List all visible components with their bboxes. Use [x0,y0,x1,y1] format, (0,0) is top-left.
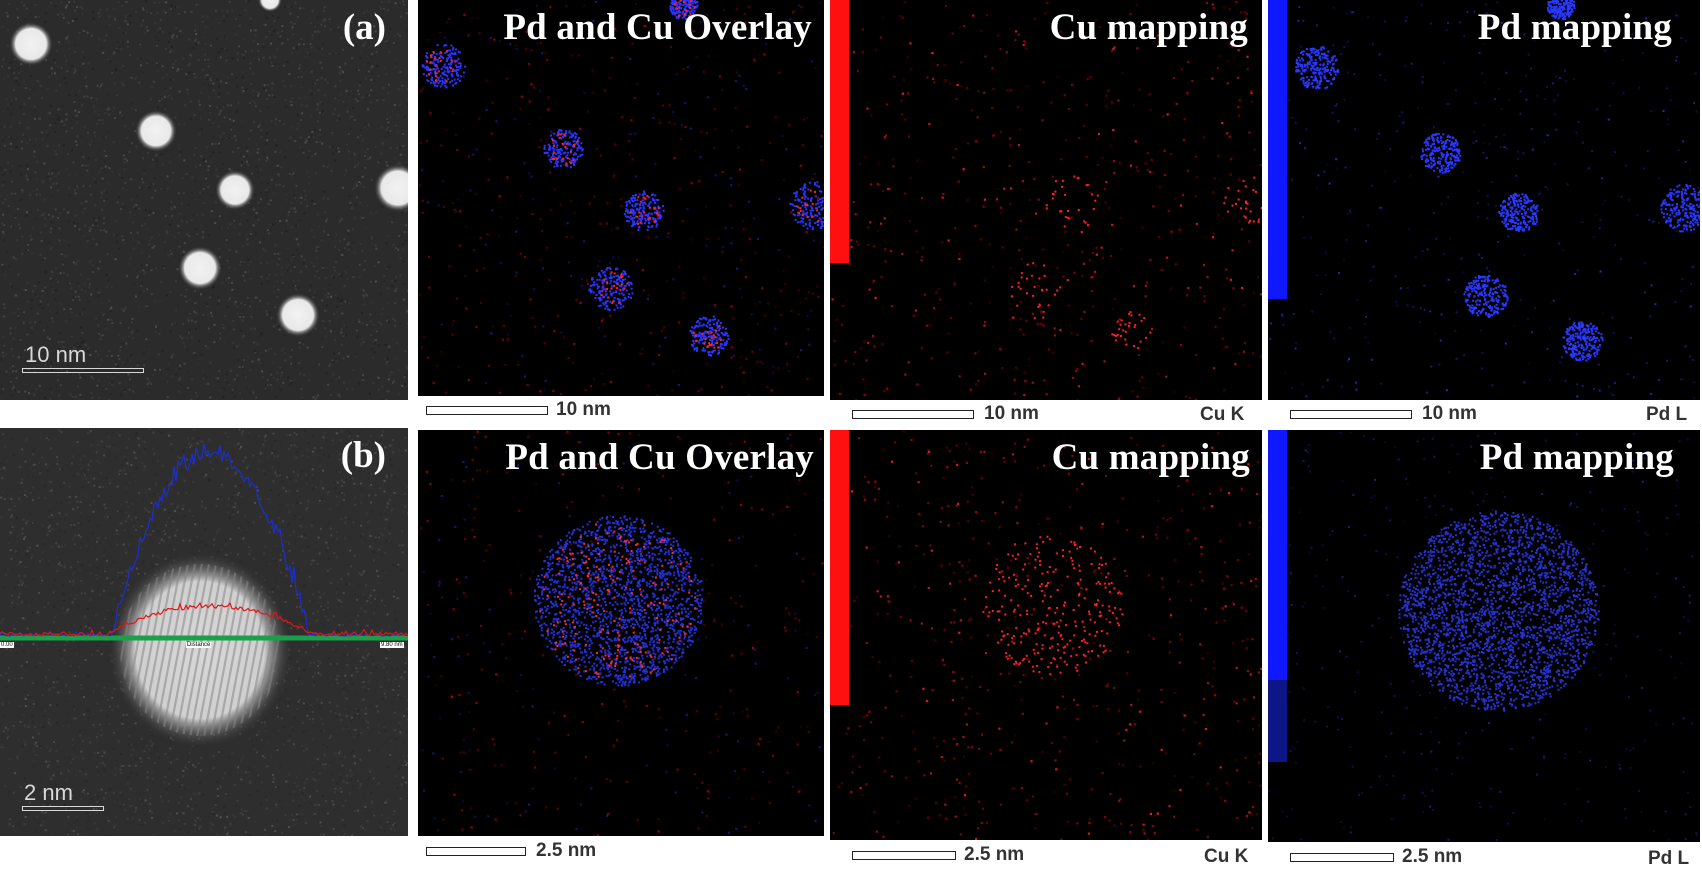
overlay-scale-bar-b: 2.5 nm [426,840,626,864]
cu-map-b: Cu mapping [830,430,1262,840]
cu-scale-text-b: 2.5 nm [964,844,1025,865]
haadf-scale-bar-b: 2 nm [22,778,106,814]
pd-element-label-a: Pd L [1646,404,1688,425]
haadf-scale-text-b: 2 nm [24,780,73,805]
pd-scale-text-b: 2.5 nm [1402,846,1463,867]
panel-label-b: (b) [340,435,386,476]
pd-title-b: Pd mapping [1479,437,1674,478]
cu-map-a: Cu mapping [830,0,1262,400]
overlay-scale-text-a: 10 nm [556,399,611,420]
cu-map-a-graphic [831,0,1262,400]
overlay-map-b-graphic [420,430,824,836]
pd-map-a-graphic [1268,0,1700,400]
haadf-scale-bar-a: 10 nm [22,340,144,376]
haadf-image-b-graphic [0,428,408,836]
panel-label-a: (a) [342,7,386,48]
cu-title-a: Cu mapping [1049,7,1248,48]
pd-colorbar-b-dim [1268,680,1287,762]
pd-scale-text-a: 10 nm [1422,403,1477,424]
pd-title-a: Pd mapping [1477,7,1672,48]
cu-colorbar-b [830,430,849,705]
cu-scale-bar-a: 10 nm [852,403,1052,427]
pd-scale-bar-b: 2.5 nm [1290,846,1490,870]
cu-colorbar-a [830,0,849,263]
pd-map-a: Pd mapping [1268,0,1700,400]
line-profile-axis-label: Distance [186,642,212,648]
haadf-scale-text-a: 10 nm [25,342,87,367]
haadf-image-a-graphic [0,0,408,400]
overlay-title-b: Pd and Cu Overlay [505,437,814,478]
pd-colorbar-b [1268,430,1287,680]
overlay-map-a: Pd and Cu Overlay [418,0,824,396]
pd-scale-bar-a: 10 nm [1290,403,1490,427]
overlay-map-b: Pd and Cu Overlay [418,430,824,836]
haadf-image-b: (b) 0.00 Distance 9.80 nm 2 nm [0,428,408,836]
cu-scale-text-a: 10 nm [984,403,1039,424]
overlay-map-a-graphic [418,0,824,396]
haadf-image-a: (a) 10 nm [0,0,408,400]
line-profile-start-label: 0.00 [0,642,14,648]
cu-scale-bar-b: 2.5 nm [852,844,1052,868]
overlay-scale-text-b: 2.5 nm [536,840,597,861]
pd-map-b-graphic [1268,431,1700,842]
pd-map-b: Pd mapping [1268,430,1700,842]
cu-element-label-b: Cu K [1204,846,1249,867]
overlay-scale-bar-a: 10 nm [426,399,626,423]
cu-map-b-graphic [831,430,1262,840]
line-profile-end-label: 9.80 nm [380,642,404,648]
pd-element-label-b: Pd L [1648,848,1690,869]
overlay-title-a: Pd and Cu Overlay [503,7,812,48]
pd-colorbar-a [1268,0,1287,299]
cu-element-label-a: Cu K [1200,404,1245,425]
cu-title-b: Cu mapping [1051,437,1250,478]
